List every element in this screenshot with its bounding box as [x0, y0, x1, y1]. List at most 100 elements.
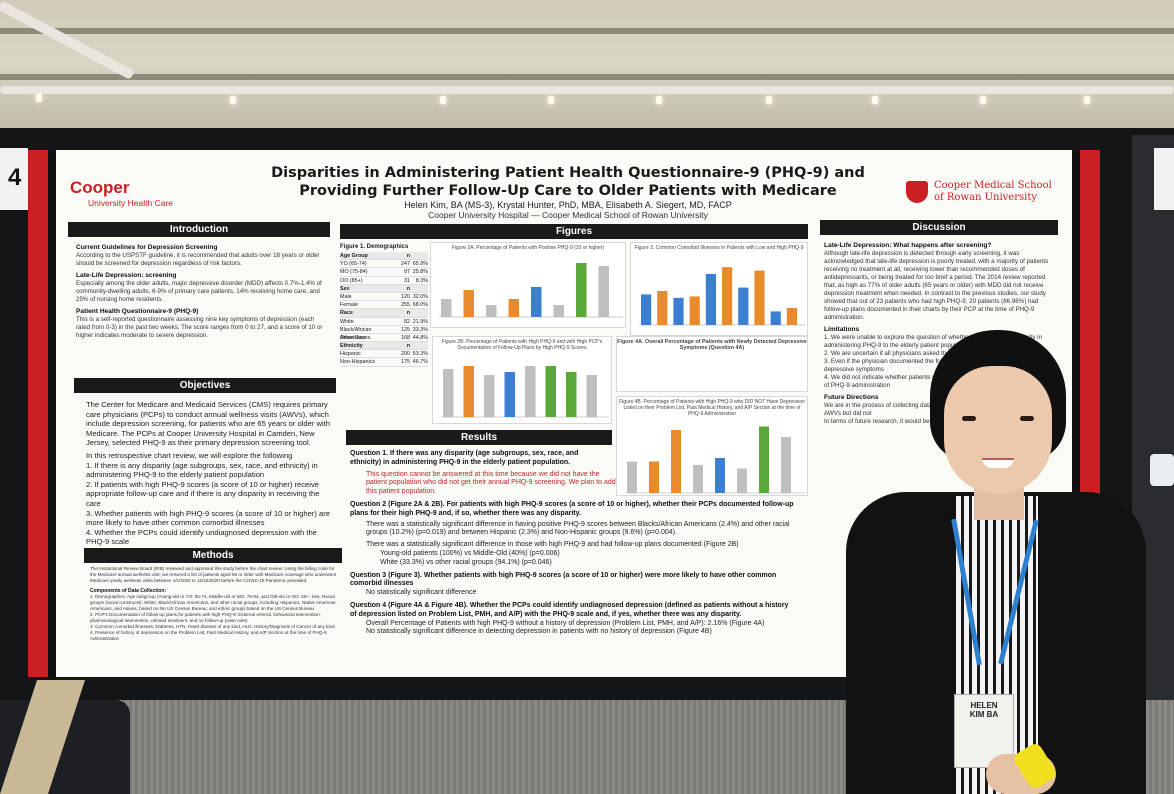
ceiling-light: [766, 96, 772, 104]
figure-4a-caption: Figure 4A. Overall Percentage of Patient…: [617, 339, 807, 351]
results-sub-bullet: Young-old patients (100%) vs Middle-Old …: [380, 549, 560, 557]
demographics-cell: 247: [401, 261, 410, 268]
results-bullet: There was a statistically significant di…: [366, 520, 790, 537]
limitation-item: 1. We were unable to explore the questio…: [824, 334, 1042, 349]
chart-bar: [463, 290, 474, 317]
ceiling-light: [440, 96, 446, 104]
poster-title-line2: Providing Further Follow-Up Care to Olde…: [299, 183, 837, 199]
ceiling-light: [980, 96, 986, 104]
shield-icon: [906, 181, 928, 203]
demographics-row: Other Races 168 44.8%: [340, 334, 428, 343]
demographics-cell: Race: [340, 310, 353, 317]
cup: [1150, 454, 1174, 486]
cooper-logo-main: Cooper: [70, 178, 130, 197]
cooper-logo-sub: University Health Care: [88, 198, 174, 208]
results-bullet: There was a statistically significant di…: [366, 541, 739, 549]
chart-bar: [770, 311, 781, 325]
face: [944, 366, 1052, 494]
figure-4a: Figure 4A. Overall Percentage of Patient…: [616, 336, 808, 392]
demographics-cell: Non-Hispanics: [340, 359, 376, 366]
figure-4b-chart: [625, 426, 805, 494]
chart-bar: [486, 305, 497, 317]
chart-bar: [553, 305, 564, 317]
poster-black-stripe: [1072, 150, 1080, 677]
board-number-sign: 4: [0, 148, 28, 210]
chart-bar: [737, 468, 747, 493]
ceiling-light: [230, 96, 236, 104]
chart-bar: [598, 266, 609, 317]
demographics-cell: Other Races: [340, 334, 371, 341]
cmsru-logo-line1: Cooper Medical School: [934, 180, 1052, 191]
objective-item: 1. If there is any disparity (age subgro…: [86, 460, 318, 480]
discussion-heading-3: Future Directions: [824, 394, 879, 401]
demographics-row: White 82 21.9%: [340, 318, 428, 326]
objectives-intro: In this retrospective chart review, we w…: [86, 450, 293, 460]
methods-header: Methods: [84, 548, 342, 563]
intro-paragraph-1: According to the USPSTF guideline, it is…: [76, 252, 320, 267]
demographics-cell: White: [340, 318, 354, 325]
chart-bar: [443, 369, 454, 417]
eye: [1020, 416, 1034, 421]
demographics-cell: Hispanic: [340, 351, 361, 358]
chart-bar: [786, 308, 797, 325]
methods-paragraph: The Institutional Review Board (IRB) rev…: [90, 566, 337, 583]
cmsru-logo: Cooper Medical School of Rowan Universit…: [906, 180, 1052, 204]
chart-bar: [641, 294, 652, 325]
poster-affiliation: Cooper University Hospital — Cooper Medi…: [428, 210, 708, 220]
limitation-item: 3. Even if the physician documented the …: [824, 358, 1048, 373]
ceiling-light: [872, 96, 878, 104]
discussion-heading-1: Late-Life Depression: What happens after…: [824, 242, 992, 249]
ceiling-pipe: [0, 86, 1174, 94]
results-bullet: No statistically significant difference: [366, 589, 477, 597]
demographics-cell: 46.7%: [412, 359, 428, 366]
badge-line-1: HELEN: [970, 701, 998, 710]
chart-bar: [671, 430, 681, 493]
intro-paragraph-2: Especially among the older adults, major…: [76, 280, 322, 303]
neighbor-board-sign: [1154, 148, 1174, 210]
demographics-cell: [410, 285, 428, 292]
demographics-row: Black/African Americans 125 33.3%: [340, 326, 428, 341]
demographics-cell: 97: [404, 269, 410, 276]
poster-title-line1: Disparities in Administering Patient Hea…: [271, 165, 865, 181]
ceiling-truss: [0, 74, 1174, 80]
methods-item: 4. Presence of history of depression on …: [90, 630, 327, 641]
demographics-cell: 33.3%: [412, 326, 428, 333]
chart-bar: [508, 299, 519, 317]
chart-bar: [566, 372, 577, 417]
methods-heading: Components of Data Collection:: [90, 588, 167, 594]
demographics-cell: 65.9%: [412, 261, 428, 268]
ceiling: [0, 0, 1174, 135]
demographics-cell: 25.8%: [412, 269, 428, 276]
demographics-row: OO (85+) 31 8.3%: [340, 277, 428, 285]
results-answer-1: This question cannot be answered at this…: [366, 470, 616, 496]
figure-2b-chart: [441, 366, 609, 418]
chart-bar: [689, 296, 700, 325]
demographics-cell: 32.0%: [412, 293, 428, 300]
cmsru-logo-line2: of Rowan University: [934, 192, 1038, 203]
chart-bar: [693, 465, 703, 493]
results-question-2: Question 2 (Figure 2A & 2B). For patient…: [350, 500, 794, 517]
demographics-row: Age Group n: [340, 252, 428, 261]
figures-header: Figures: [340, 224, 808, 239]
chart-bar: [657, 291, 668, 325]
eye: [962, 416, 976, 421]
figure-2a-chart: [439, 263, 623, 318]
demographics-cell: [410, 252, 428, 259]
demographics-row: Hispanic 200 53.3%: [340, 350, 428, 359]
discussion-heading-2: Limitations: [824, 326, 860, 333]
demographics-row: MO (75-84) 97 25.8%: [340, 268, 428, 277]
demographics-cell: 21.9%: [412, 318, 428, 325]
demographics-table: Figure 1. Demographics Age Group n YO (65-…: [340, 244, 428, 367]
demographics-cell: 175: [401, 359, 410, 366]
demographics-row: Ethnicity n: [340, 342, 428, 351]
results-sub-bullet: White (33.3%) vs other racial groups (94…: [380, 558, 552, 566]
poster-red-stripe: [28, 150, 48, 677]
demographics-row: Male 120 32.0%: [340, 293, 428, 302]
chart-bar: [754, 270, 765, 325]
chart-bar: [738, 287, 749, 325]
chart-bar: [715, 458, 725, 493]
objectives-header: Objectives: [74, 378, 336, 393]
objectives-text: The Center for Medicare and Medicaid Ser…: [86, 400, 332, 547]
results-question-1: Question 1. If there was any disparity (…: [350, 450, 579, 466]
intro-heading-3: Patient Health Questionnaire-9 (PHQ-9): [76, 308, 199, 315]
